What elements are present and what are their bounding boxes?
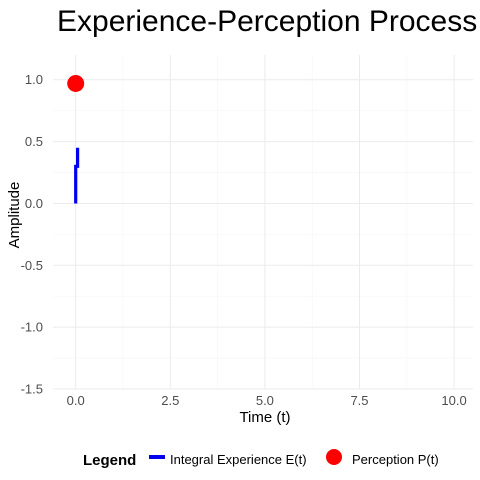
legend-label-perception: Perception P(t) <box>352 452 439 467</box>
chart-title: Experience-Perception Process <box>57 5 477 38</box>
series-line-integral-experience <box>74 147 80 204</box>
plot-series <box>67 74 85 204</box>
y-tick-label: -1.5 <box>21 382 43 397</box>
legend-title: Legend <box>83 452 136 469</box>
x-tick-label: 2.5 <box>161 393 179 408</box>
y-tick-label: -0.5 <box>21 258 43 273</box>
series-point-perception <box>67 74 85 92</box>
y-tick-label: -1.0 <box>21 320 43 335</box>
legend-label-integral-experience: Integral Experience E(t) <box>170 452 307 467</box>
y-tick-label: 0.5 <box>25 134 43 149</box>
x-tick-label: 10.0 <box>441 393 466 408</box>
y-axis-title: Amplitude <box>6 182 23 249</box>
grid <box>53 55 473 390</box>
x-axis-title: Time (t) <box>239 409 290 426</box>
axis-ticks: 0.0 2.5 5.0 7.5 10.0 -1.5 -1.0 -0.5 0.0 0.5 1.0 <box>21 72 467 408</box>
legend: Legend Integral Experience E(t) Percepti… <box>83 449 439 469</box>
x-tick-label: 7.5 <box>350 393 368 408</box>
x-tick-label: 5.0 <box>256 393 274 408</box>
y-tick-label: 0.0 <box>25 196 43 211</box>
x-tick-label: 0.0 <box>67 393 85 408</box>
y-tick-label: 1.0 <box>25 72 43 87</box>
legend-swatch-perception <box>326 449 342 465</box>
